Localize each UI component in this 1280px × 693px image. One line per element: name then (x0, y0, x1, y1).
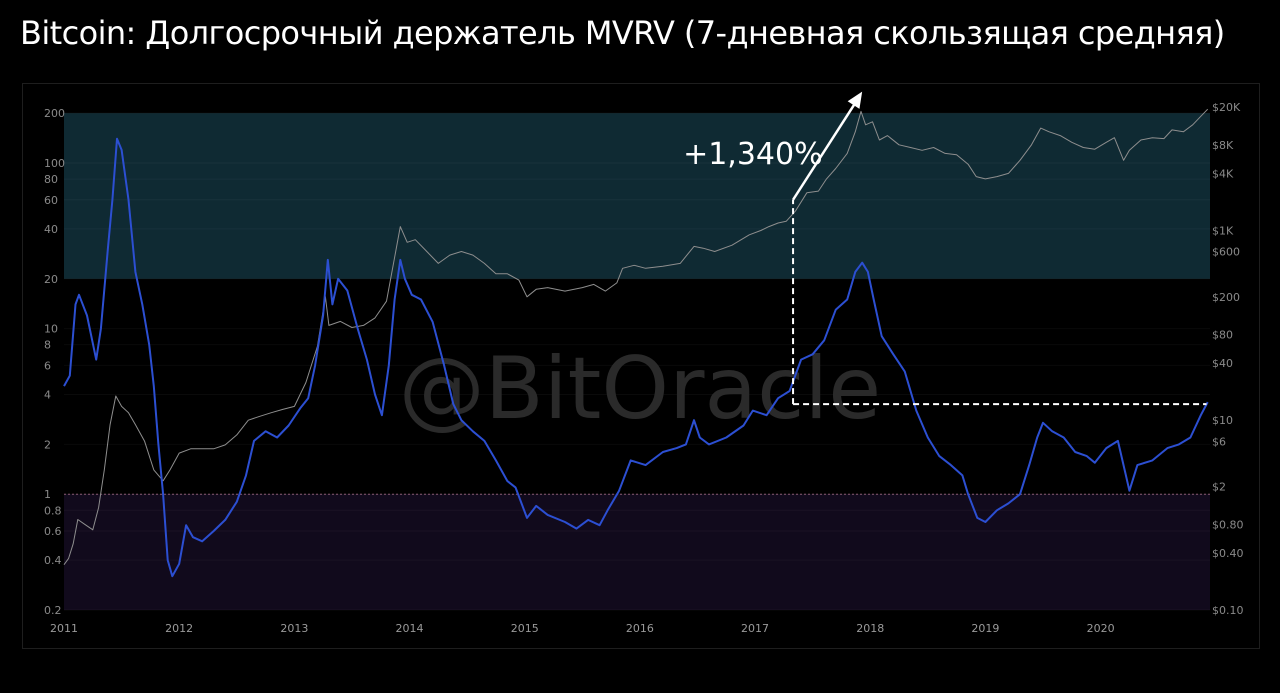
x-tick-label: 2018 (856, 622, 884, 635)
x-axis-ticks: 2011 2012 2013 2014 2015 2016 2017 2018 2019 2020 (50, 622, 1115, 635)
left-tick-label: 0.6 (44, 525, 62, 538)
series-lines (63, 108, 1209, 578)
x-tick-label: 2011 (50, 622, 78, 635)
x-tick-label: 2020 (1087, 622, 1115, 635)
right-tick-label: $600 (1212, 246, 1240, 259)
chart-frame (22, 83, 1260, 649)
x-tick-label: 2019 (971, 622, 999, 635)
x-tick-label: 2014 (396, 622, 424, 635)
x-tick-label: 2017 (741, 622, 769, 635)
left-tick-label: 100 (44, 157, 65, 170)
left-axis-ticks: 200 100 80 60 40 20 10 8 6 4 2 1 0.8 0.6 0.4 0.2 (44, 107, 65, 617)
watermark-text: @BitOracle (399, 339, 881, 439)
left-tick-label: 4 (44, 389, 51, 402)
left-tick-label: 6 (44, 359, 51, 372)
x-tick-label: 2015 (511, 622, 539, 635)
right-tick-label: $80 (1212, 329, 1233, 342)
price-line (63, 108, 1209, 565)
gridlines (64, 112, 1210, 611)
right-tick-label: $200 (1212, 291, 1240, 304)
zone-band-0 (64, 113, 1210, 279)
left-tick-label: 0.2 (44, 604, 62, 617)
left-tick-label: 2 (44, 438, 51, 451)
chart-title: Bitcoin: Долгосрочный держатель MVRV (7-… (20, 14, 1225, 52)
annotation-label: +1,340% (683, 137, 823, 172)
left-tick-label: 1 (44, 488, 51, 501)
left-tick-label: 8 (44, 339, 51, 352)
left-tick-label: 80 (44, 173, 58, 186)
right-tick-label: $4K (1212, 167, 1234, 180)
left-tick-label: 0.4 (44, 554, 62, 567)
left-tick-label: 60 (44, 194, 58, 207)
left-tick-label: 0.8 (44, 504, 62, 517)
right-tick-label: $0.40 (1212, 547, 1244, 560)
right-tick-label: $2 (1212, 481, 1226, 494)
right-tick-label: $40 (1212, 357, 1233, 370)
left-tick-label: 10 (44, 323, 58, 336)
left-tick-label: 200 (44, 107, 65, 120)
right-axis-ticks: $20K $8K $4K $1K $600 $200 $80 $40 $10 $6 $2 $0.80 $… (1212, 101, 1244, 617)
zone-bands (64, 113, 1210, 610)
zone-band-1 (64, 494, 1210, 610)
left-tick-label: 20 (44, 273, 58, 286)
right-tick-label: $0.80 (1212, 518, 1244, 531)
mvrv-line (63, 137, 1209, 578)
right-tick-label: $1K (1212, 224, 1234, 237)
left-tick-label: 40 (44, 223, 58, 236)
x-tick-label: 2012 (165, 622, 193, 635)
right-tick-label: $6 (1212, 435, 1226, 448)
right-tick-label: $0.10 (1212, 604, 1244, 617)
growth-annotation: +1,340% (683, 91, 1207, 406)
annotation-arrowhead (847, 91, 863, 109)
right-tick-label: $20K (1212, 101, 1241, 114)
x-tick-label: 2016 (626, 622, 654, 635)
right-tick-label: $10 (1212, 414, 1233, 427)
annotation-arrow-shaft (792, 100, 858, 201)
right-tick-label: $8K (1212, 139, 1234, 152)
x-tick-label: 2013 (280, 622, 308, 635)
